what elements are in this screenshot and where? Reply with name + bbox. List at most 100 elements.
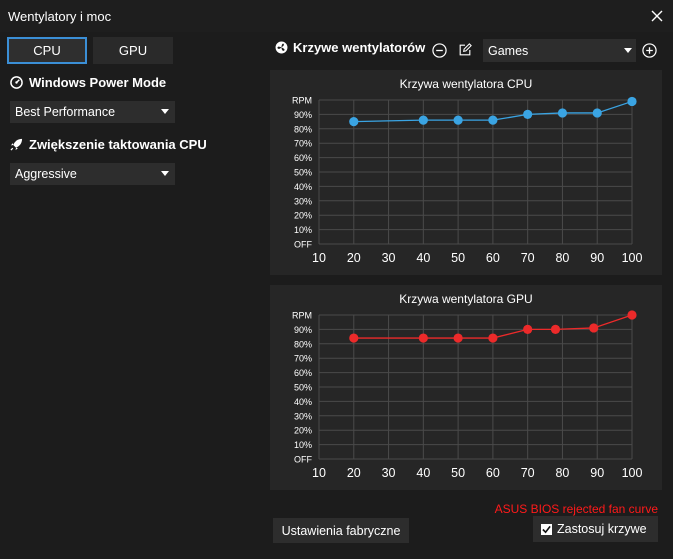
curve-point[interactable]: [557, 108, 568, 118]
fan-curves-label: Krzywe wentylatorów: [293, 40, 426, 55]
window-title: Wentylatory i moc: [8, 9, 112, 24]
curve-point[interactable]: [488, 115, 498, 125]
y-tick-label: 20%: [294, 211, 312, 221]
x-tick-label: 10: [312, 251, 326, 265]
x-tick-label: 70: [521, 251, 535, 265]
rocket-icon: [10, 138, 23, 151]
tab-cpu[interactable]: CPU: [7, 37, 87, 64]
plus-circle-icon: [641, 42, 657, 58]
check-icon: [542, 525, 551, 533]
x-tick-label: 80: [555, 251, 569, 265]
x-tick-label: 20: [347, 466, 361, 480]
cpu-boost-heading: Zwiększenie taktowania CPU: [10, 137, 207, 152]
chart-title: Krzywa wentylatora CPU: [400, 77, 533, 91]
x-tick-label: 40: [416, 466, 430, 480]
curve-point[interactable]: [627, 310, 637, 320]
edit-preset-button[interactable]: [454, 39, 476, 61]
y-tick-label: 20%: [294, 426, 312, 436]
y-tick-label: RPM: [292, 311, 312, 321]
curve-point[interactable]: [488, 333, 498, 343]
curve-point[interactable]: [523, 324, 533, 334]
x-tick-label: 10: [312, 466, 326, 480]
curve-point[interactable]: [627, 96, 637, 107]
close-button[interactable]: [641, 0, 673, 32]
y-tick-label: 80%: [294, 124, 312, 134]
curve-point[interactable]: [418, 333, 428, 343]
curve-point[interactable]: [453, 333, 463, 343]
add-preset-button[interactable]: [638, 39, 660, 61]
x-tick-label: 30: [382, 251, 396, 265]
x-tick-label: 50: [451, 251, 465, 265]
y-tick-label: OFF: [294, 240, 312, 250]
curve-point[interactable]: [349, 117, 359, 127]
x-tick-label: 90: [590, 251, 604, 265]
curve-point[interactable]: [418, 115, 428, 125]
gpu-fan-curve-chart[interactable]: Krzywa wentylatora GPU 10 20 30 40 50 60 70 80 90…: [270, 285, 662, 490]
x-tick-label: 60: [486, 466, 500, 480]
x-tick-label: 100: [622, 466, 643, 480]
y-tick-label: 80%: [294, 339, 312, 349]
x-tick-label: 100: [622, 251, 643, 265]
cpu-boost-label: Zwiększenie taktowania CPU: [29, 137, 207, 152]
power-mode-label: Windows Power Mode: [29, 75, 167, 90]
y-tick-label: 70%: [294, 354, 312, 364]
chart-title: Krzywa wentylatora GPU: [399, 292, 532, 306]
x-tick-label: 60: [486, 251, 500, 265]
y-tick-label: 60%: [294, 368, 312, 378]
power-mode-value: Best Performance: [15, 105, 116, 119]
x-tick-label: 40: [416, 251, 430, 265]
curve-point[interactable]: [523, 109, 533, 119]
curve-point[interactable]: [349, 333, 359, 343]
x-tick-label: 30: [382, 466, 396, 480]
remove-preset-button[interactable]: [428, 39, 450, 61]
curve-point[interactable]: [453, 115, 463, 125]
curve-point[interactable]: [589, 323, 599, 333]
x-tick-label: 20: [347, 251, 361, 265]
y-tick-label: 40%: [294, 397, 312, 407]
y-tick-label: OFF: [294, 455, 312, 465]
minus-circle-icon: [431, 42, 447, 58]
cpu-boost-select[interactable]: Aggressive: [10, 163, 175, 185]
chevron-down-icon: [161, 171, 169, 176]
fan-preset-value: Games: [488, 43, 529, 58]
y-tick-label: 60%: [294, 153, 312, 163]
chevron-down-icon: [624, 48, 632, 53]
y-tick-label: 30%: [294, 411, 312, 421]
y-tick-label: 30%: [294, 196, 312, 206]
cpu-boost-value: Aggressive: [15, 167, 77, 181]
y-tick-label: 90%: [294, 110, 312, 120]
curve-point[interactable]: [550, 324, 561, 334]
apply-curves-label: Zastosuj krzywe: [557, 522, 647, 536]
power-mode-heading: Windows Power Mode: [10, 75, 166, 90]
power-mode-select[interactable]: Best Performance: [10, 101, 175, 123]
y-tick-label: 90%: [294, 325, 312, 335]
y-tick-label: 70%: [294, 139, 312, 149]
curve-line: [353, 100, 633, 123]
x-tick-label: 90: [590, 466, 604, 480]
y-tick-label: 50%: [294, 383, 312, 393]
cpu-fan-curve-chart[interactable]: Krzywa wentylatora CPU 10 20 30 40 50 60 70 80 90…: [270, 70, 662, 275]
close-icon: [651, 10, 663, 22]
edit-icon: [459, 43, 472, 56]
x-tick-label: 50: [451, 466, 465, 480]
apply-curves-checkbox[interactable]: Zastosuj krzywe: [533, 516, 658, 542]
gpu-fan-curve-panel: Krzywa wentylatora GPU 10 20 30 40 50 60 70 80 90…: [270, 285, 662, 490]
y-tick-label: 50%: [294, 168, 312, 178]
curve-point[interactable]: [592, 108, 602, 118]
y-tick-label: 40%: [294, 182, 312, 192]
curve-line: [353, 314, 633, 339]
x-tick-label: 80: [555, 466, 569, 480]
gauge-icon: [10, 76, 23, 89]
checkbox-icon: [541, 523, 552, 535]
y-tick-label: 10%: [294, 440, 312, 450]
tab-gpu[interactable]: GPU: [93, 37, 173, 64]
cpu-fan-curve-panel: Krzywa wentylatora CPU 10 20 30 40 50 60 70 80 90…: [270, 70, 662, 275]
fan-curves-heading: Krzywe wentylatorów: [275, 40, 425, 55]
y-tick-label: RPM: [292, 96, 312, 106]
fan-preset-select[interactable]: Games: [483, 39, 636, 62]
chevron-down-icon: [161, 109, 169, 114]
factory-defaults-button[interactable]: Ustawienia fabryczne: [273, 518, 409, 543]
x-tick-label: 70: [521, 466, 535, 480]
error-message: ASUS BIOS rejected fan curve: [494, 502, 658, 516]
y-tick-label: 10%: [294, 225, 312, 235]
